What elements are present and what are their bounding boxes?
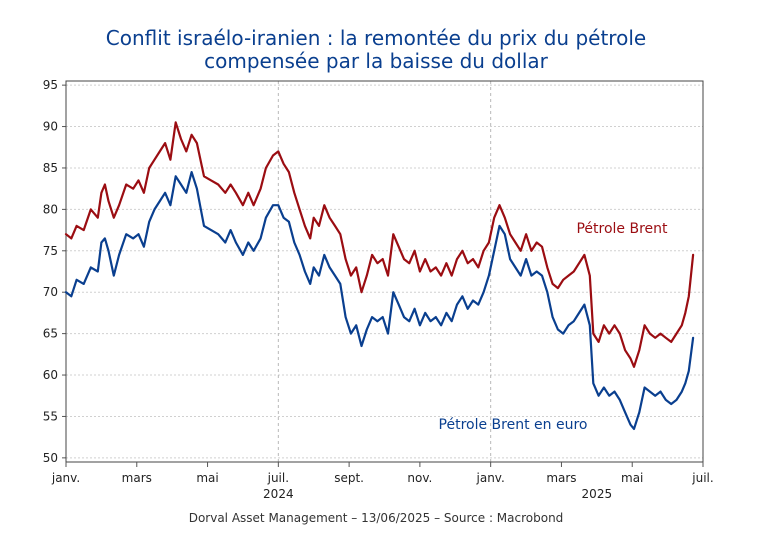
x-tick-label: janv. <box>476 471 505 485</box>
series-line-brent <box>64 121 695 368</box>
y-tick-label: 60 <box>43 368 58 382</box>
chart-title-line2: compensée par la baisse du dollar <box>204 49 549 73</box>
chart-title-line1: Conflit israélo-iranien : la remontée du… <box>106 26 646 50</box>
x-tick-label: juil. <box>267 471 289 485</box>
series-layer <box>64 121 695 430</box>
y-tick-label: 85 <box>43 161 58 175</box>
x-tick-label: nov. <box>407 471 432 485</box>
y-tick-label: 50 <box>43 451 58 465</box>
x-tick-label: mars <box>122 471 152 485</box>
y-tick-label: 75 <box>43 244 58 258</box>
y-tick-label: 70 <box>43 285 58 299</box>
x-year-label: 2024 <box>263 487 294 501</box>
series-label-brent-euro: Pétrole Brent en euro <box>439 417 588 433</box>
y-tick-label: 95 <box>43 78 58 92</box>
y-tick-label: 65 <box>43 327 58 341</box>
axis-layer: 50 55 60 65 70 75 80 85 90 95 janv. mars mai juil. sep… <box>43 78 714 501</box>
series-label-brent: Pétrole Brent <box>576 221 668 237</box>
x-tick-label: juil. <box>691 471 713 485</box>
x-tick-label: janv. <box>51 471 80 485</box>
chart-footer: Dorval Asset Management – 13/06/2025 – S… <box>189 511 564 525</box>
x-tick-label: mai <box>621 471 643 485</box>
plot-frame <box>65 80 704 463</box>
x-year-label: 2025 <box>582 487 613 501</box>
grid-layer <box>66 81 703 462</box>
series-line-brent-euro <box>64 171 695 430</box>
x-tick-label: mai <box>196 471 218 485</box>
x-tick-label: mars <box>546 471 576 485</box>
y-tick-label: 80 <box>43 202 58 216</box>
y-tick-label: 55 <box>43 409 58 423</box>
y-tick-label: 90 <box>43 120 58 134</box>
x-tick-label: sept. <box>334 471 364 485</box>
